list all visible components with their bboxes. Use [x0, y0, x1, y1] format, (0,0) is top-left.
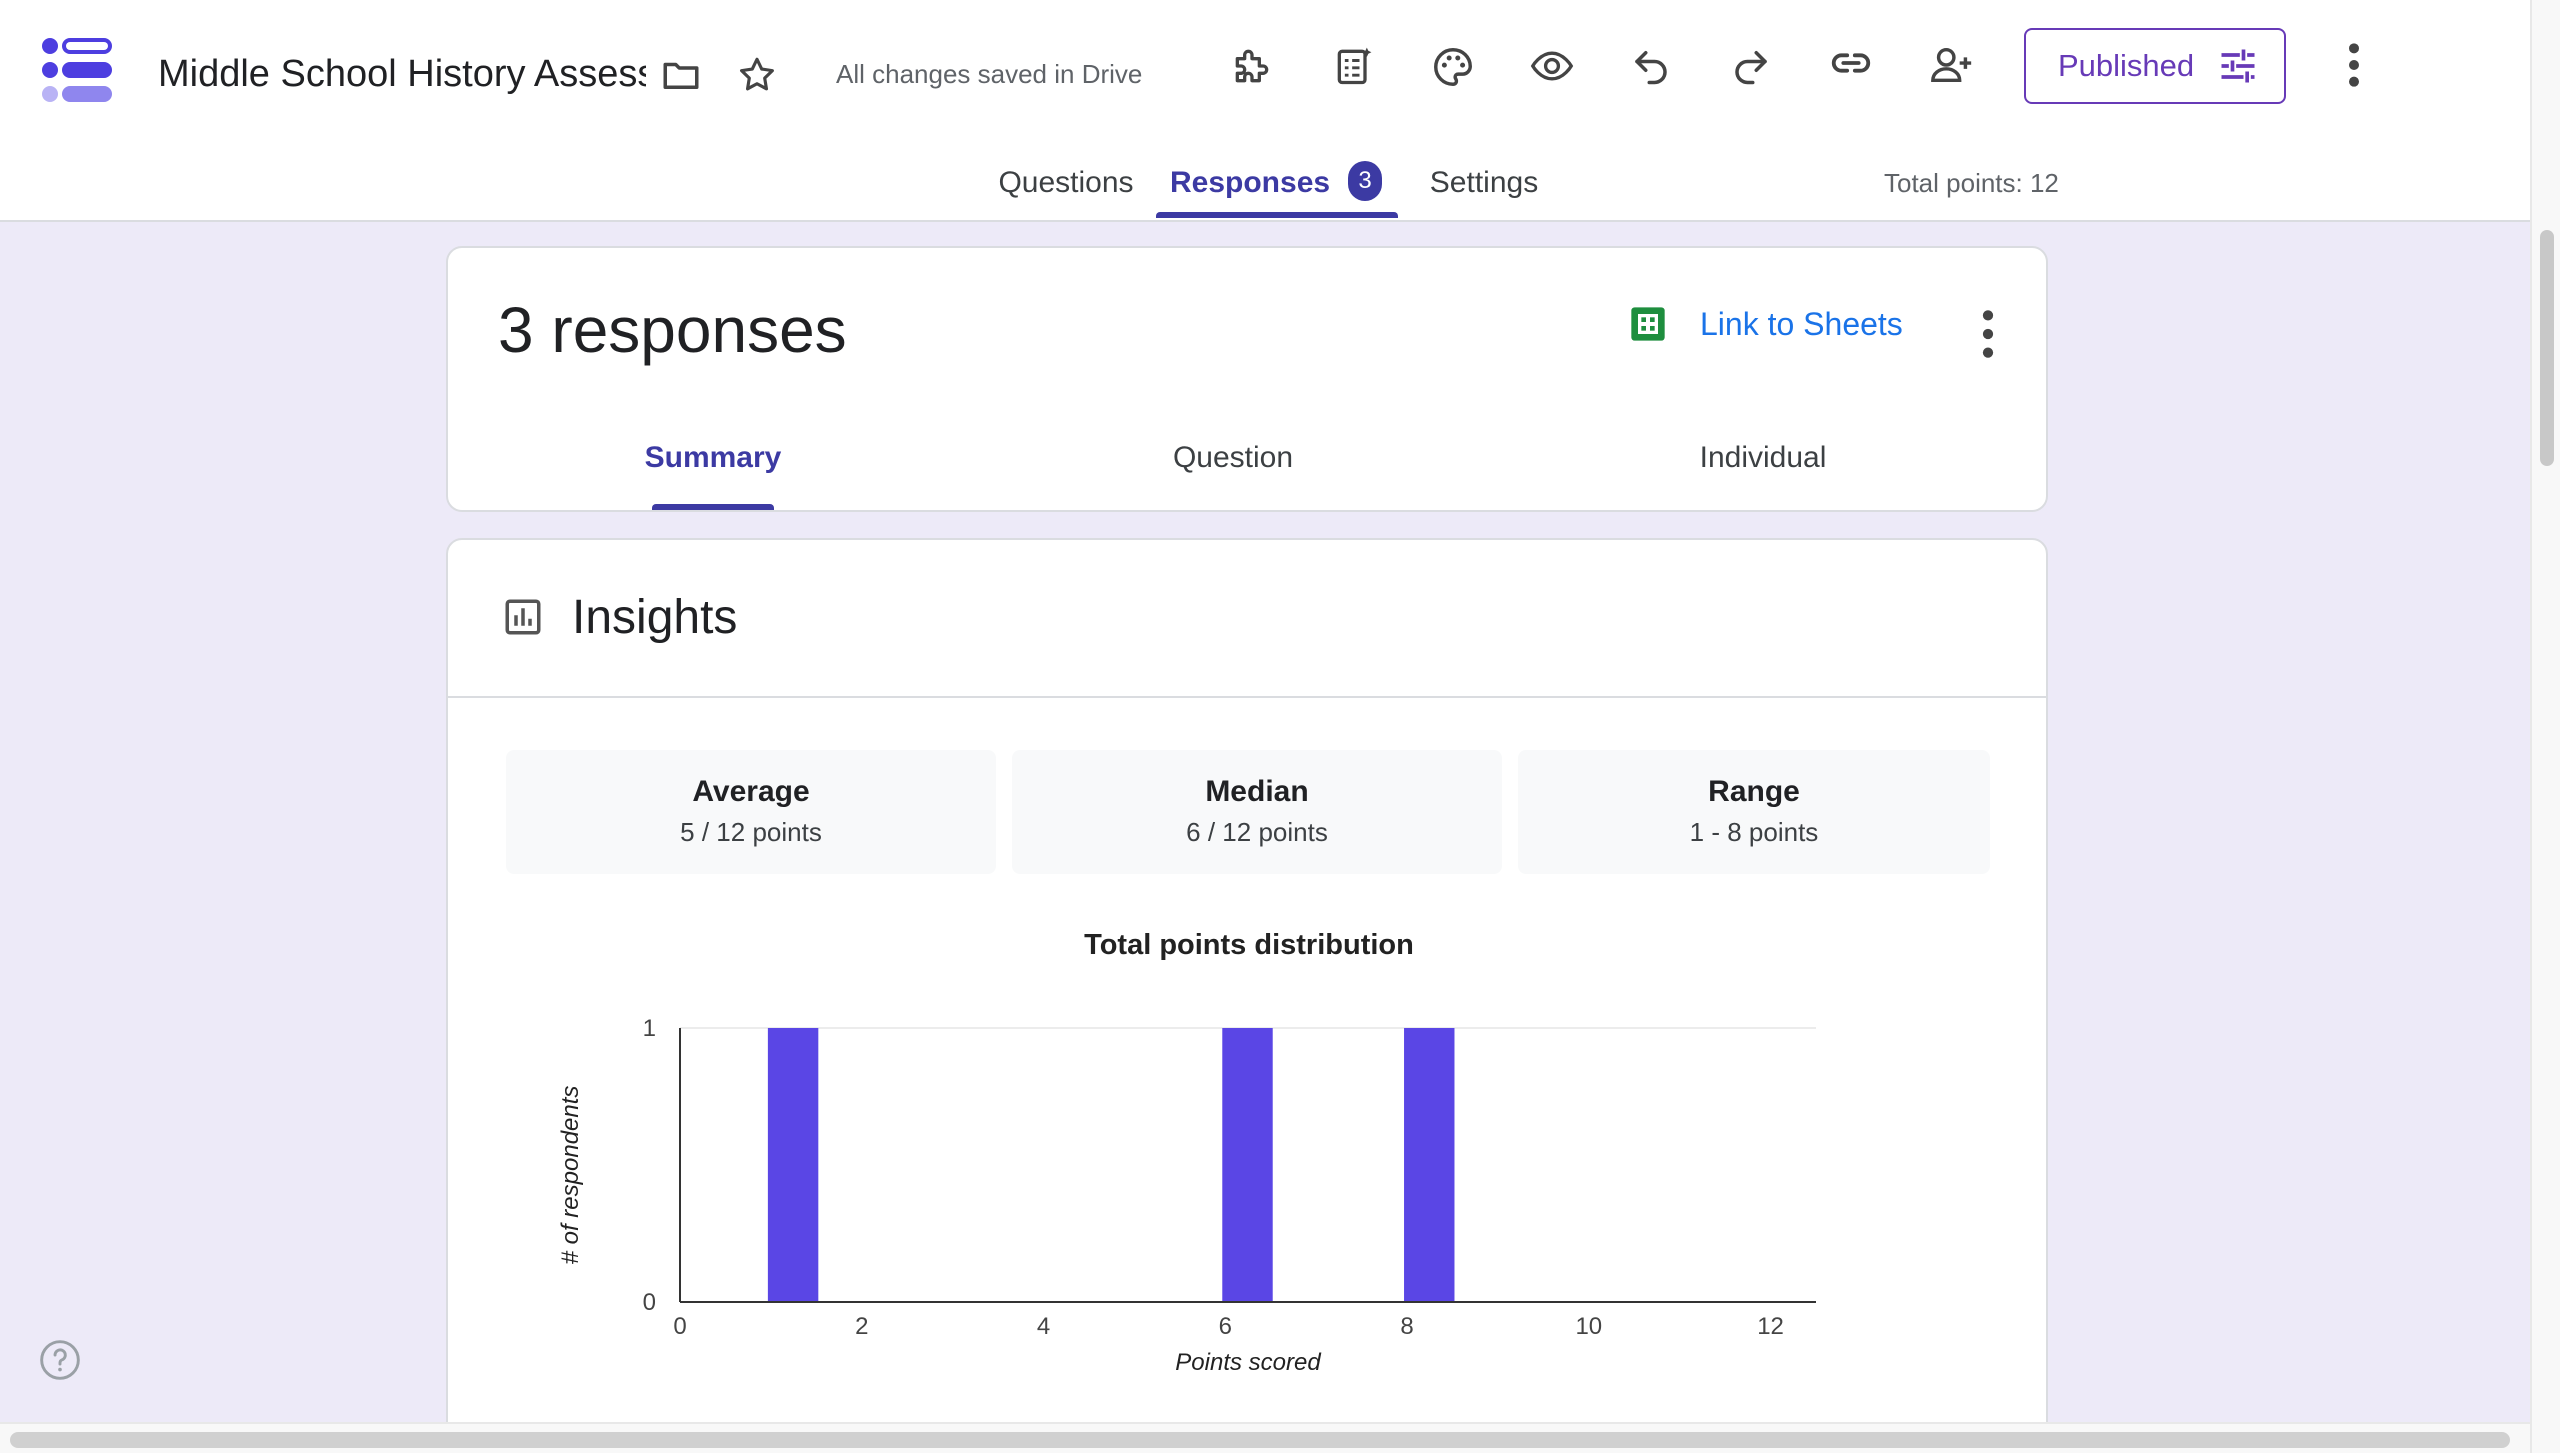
chart-x-tick-label: 6	[1219, 1313, 1232, 1340]
horizontal-scrollbar-thumb[interactable]	[10, 1432, 2510, 1448]
save-status: All changes saved in Drive	[836, 59, 1143, 89]
redo-icon[interactable]	[1730, 44, 1772, 86]
link-to-sheets-label: Link to Sheets	[1700, 306, 1903, 342]
link-icon[interactable]	[1828, 40, 1874, 86]
subtab-individual[interactable]: Individual	[1699, 441, 1827, 474]
stat-median-value: 6 / 12 points	[1186, 817, 1328, 847]
more-vert-icon[interactable]	[2342, 40, 2366, 90]
responses-summary-card: 3 responses Link to Sheets Summary Quest…	[446, 246, 2048, 512]
star-icon[interactable]	[736, 54, 778, 96]
total-points-chart-svg: Total points distribution 0 2 4 6 8 10 12 0 1 Po…	[557, 929, 1816, 1376]
chart-x-tick-label: 12	[1757, 1313, 1784, 1340]
chart-y-tick-label: 0	[643, 1289, 656, 1316]
sheets-icon	[1631, 307, 1665, 341]
tab-settings[interactable]: Settings	[1429, 166, 1539, 199]
addon-icon[interactable]	[1230, 44, 1274, 88]
stat-range-value: 1 - 8 points	[1689, 817, 1819, 847]
subtab-summary[interactable]: Summary	[644, 441, 782, 474]
published-button[interactable]: Published	[2024, 28, 2286, 104]
chart-x-tick-label: 2	[855, 1313, 868, 1340]
preview-icon[interactable]	[1528, 44, 1576, 88]
insights-chart-icon	[505, 599, 541, 635]
total-points-chart: Total points distribution 0 2 4 6 8 10 12 0 1 Po…	[448, 920, 2050, 1440]
chart-x-tick-label: 8	[1400, 1313, 1413, 1340]
folder-icon[interactable]	[660, 54, 702, 96]
tab-active-indicator	[1156, 212, 1398, 218]
stat-range-label: Range	[1708, 775, 1800, 808]
chart-y-axis-label: # of respondents	[557, 1086, 584, 1265]
chart-y-tick-label: 1	[643, 1015, 656, 1042]
chart-title: Total points distribution	[1084, 929, 1414, 961]
chart-x-axis-label: Points scored	[1175, 1349, 1321, 1376]
stat-average: Average 5 / 12 points	[506, 750, 996, 874]
responses-more-icon[interactable]	[1978, 306, 1998, 362]
chart-x-tick-label: 4	[1037, 1313, 1050, 1340]
palette-icon[interactable]	[1430, 44, 1476, 90]
import-questions-icon[interactable]	[1332, 44, 1376, 88]
vertical-scrollbar-thumb[interactable]	[2540, 230, 2554, 466]
stat-range: Range 1 - 8 points	[1518, 750, 1990, 874]
vertical-scrollbar[interactable]	[2530, 0, 2560, 1453]
forms-logo-icon[interactable]	[40, 36, 116, 104]
tab-questions[interactable]: Questions	[998, 166, 1134, 199]
stat-average-label: Average	[692, 775, 810, 808]
subtab-active-indicator	[652, 504, 774, 510]
tab-responses-label: Responses	[1170, 166, 1331, 199]
insights-title: Insights	[572, 591, 738, 644]
horizontal-scrollbar[interactable]	[0, 1422, 2530, 1453]
help-icon[interactable]	[38, 1338, 82, 1382]
responses-count-badge: 3	[1348, 161, 1383, 201]
add-collaborator-icon[interactable]	[1928, 42, 1976, 88]
published-label: Published	[2058, 48, 2195, 83]
chart-bar[interactable]	[1222, 1028, 1273, 1302]
form-title[interactable]: Middle School History Assessment	[158, 53, 646, 95]
chart-bar[interactable]	[767, 1028, 819, 1302]
chart-bar[interactable]	[1404, 1028, 1455, 1302]
total-points: Total points: 12	[1884, 168, 2059, 198]
undo-icon[interactable]	[1630, 44, 1672, 86]
stat-average-value: 5 / 12 points	[680, 817, 822, 847]
insights-card: Insights Average 5 / 12 points Median 6 …	[446, 538, 2048, 1438]
chart-x-tick-label: 0	[673, 1313, 686, 1340]
app-header: Middle School History Assessment All cha…	[0, 0, 2530, 222]
tune-icon	[2221, 49, 2255, 83]
responses-count-title: 3 responses	[498, 294, 847, 366]
insights-header: Insights	[448, 540, 2046, 698]
subtab-question[interactable]: Question	[1172, 441, 1294, 474]
stat-median-label: Median	[1205, 775, 1309, 808]
chart-x-tick-label: 10	[1575, 1313, 1602, 1340]
stat-median: Median 6 / 12 points	[1012, 750, 1502, 874]
tab-responses[interactable]: Responses 3	[1170, 150, 1400, 222]
link-to-sheets-button[interactable]: Link to Sheets	[1628, 304, 1903, 344]
